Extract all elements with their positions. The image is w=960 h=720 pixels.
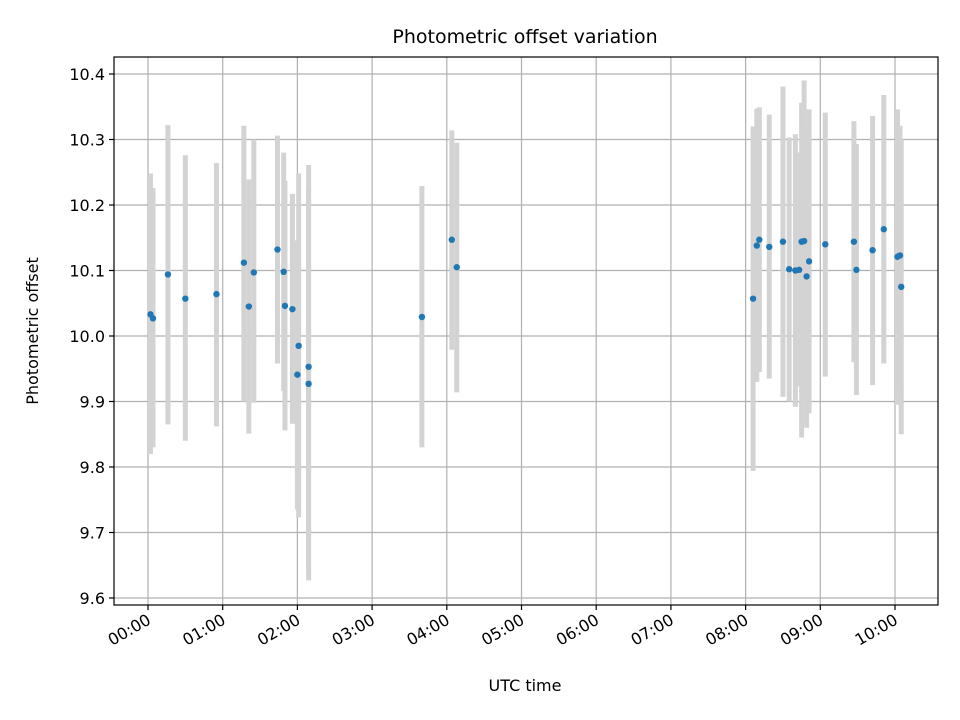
data-point (454, 264, 460, 270)
y-tick-label: 10.3 (69, 131, 105, 150)
y-tick-label: 10.2 (69, 196, 105, 215)
data-point (274, 246, 280, 252)
y-tick-label: 10.0 (69, 327, 105, 346)
x-axis-title: UTC time (489, 676, 562, 695)
data-point (869, 247, 875, 253)
data-point (780, 238, 786, 244)
chart: Photometric offset variation 00:00 01:00 0… (0, 0, 960, 720)
data-point (150, 315, 156, 321)
data-point (801, 238, 807, 244)
data-point (294, 371, 300, 377)
y-tick-label: 10.1 (69, 262, 105, 281)
data-point (786, 266, 792, 272)
y-tick-label: 10.4 (69, 65, 105, 84)
data-point (897, 252, 903, 258)
data-point (289, 306, 295, 312)
data-point (282, 303, 288, 309)
y-tick-label: 9.9 (80, 393, 105, 412)
data-point (806, 258, 812, 264)
data-point (449, 237, 455, 243)
data-point (750, 295, 756, 301)
data-point (165, 271, 171, 277)
data-point (853, 267, 859, 273)
data-point (281, 269, 287, 275)
data-point (305, 381, 311, 387)
data-point (295, 343, 301, 349)
data-point (213, 291, 219, 297)
data-point (881, 226, 887, 232)
y-tick-label: 9.6 (80, 589, 105, 608)
data-point (754, 242, 760, 248)
data-point (756, 237, 762, 243)
y-tick-label: 9.8 (80, 458, 105, 477)
data-point (803, 273, 809, 279)
data-point (246, 303, 252, 309)
data-point (419, 314, 425, 320)
data-point (822, 241, 828, 247)
data-point (851, 238, 857, 244)
data-point (182, 295, 188, 301)
chart-title: Photometric offset variation (392, 26, 657, 48)
y-tick-label: 9.7 (80, 524, 105, 543)
data-point (251, 269, 257, 275)
data-point (305, 364, 311, 370)
data-point (766, 244, 772, 250)
data-point (241, 259, 247, 265)
y-axis-title: Photometric offset (23, 257, 42, 405)
data-point (796, 267, 802, 273)
data-point (898, 284, 904, 290)
